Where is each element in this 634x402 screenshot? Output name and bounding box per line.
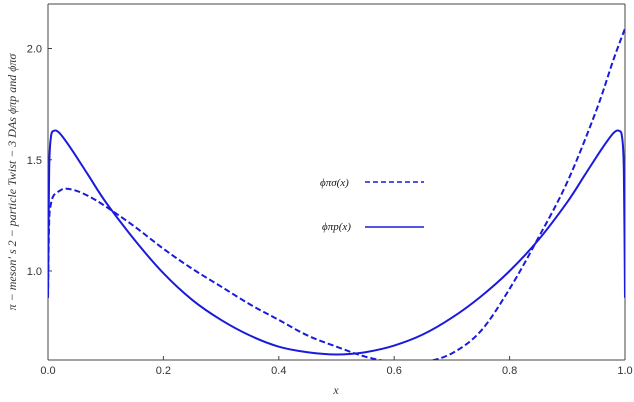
plot-frame [47, 3, 626, 361]
series-line-sigma [48, 28, 625, 360]
x-axis-title: x [332, 383, 339, 397]
x-tick-label: 1.0 [617, 365, 632, 377]
legend-label-sigma: ϕπσ(x) [320, 177, 349, 189]
y-tick-label: 2.0 [27, 44, 42, 56]
y-tick-label: 1.5 [27, 155, 42, 167]
x-tick-label: 0.4 [271, 365, 286, 377]
x-tick-label: 0.2 [156, 365, 171, 377]
series-line-p [48, 129, 625, 356]
y-tick-label: 1.0 [27, 266, 42, 278]
series-group [48, 28, 625, 360]
x-tick-label: 0.6 [387, 365, 402, 377]
x-ticks: 0.0 0.2 0.4 0.6 0.8 1.0 [40, 356, 633, 377]
y-ticks: 1.0 1.5 2.0 [27, 44, 52, 278]
x-tick-label: 0.0 [40, 365, 55, 377]
legend: ϕπσ(x) ϕπp(x) [320, 177, 424, 233]
legend-label-p: ϕπp(x) [322, 221, 351, 233]
x-tick-label: 0.8 [502, 365, 517, 377]
y-axis-title: π − meson' s 2 − particle Twist − 3 DAs … [5, 53, 19, 311]
